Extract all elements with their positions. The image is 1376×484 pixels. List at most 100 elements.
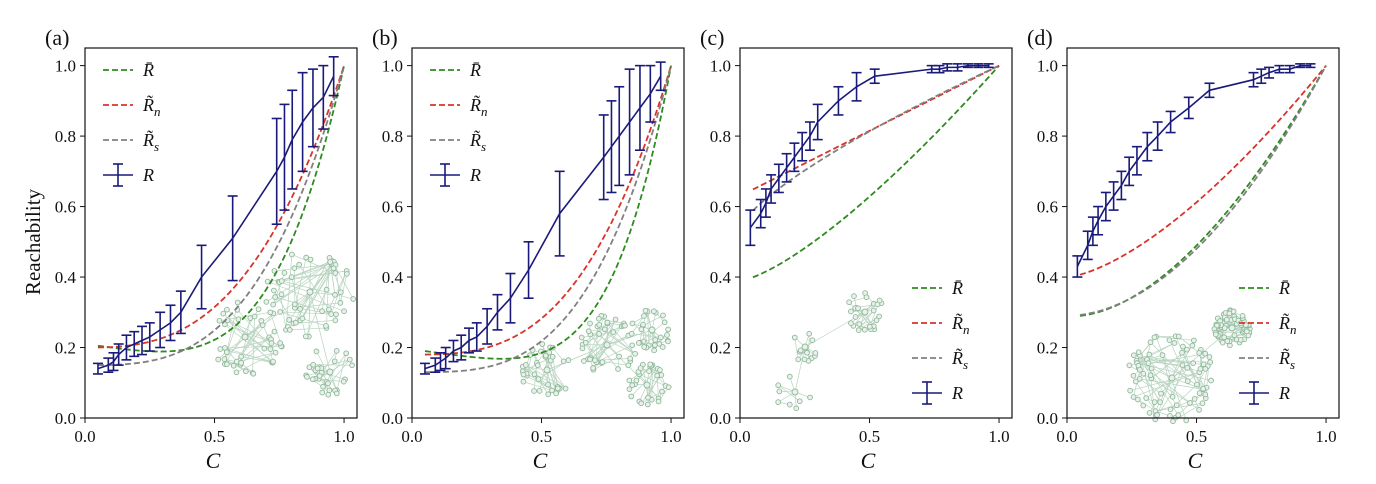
network-node <box>1184 378 1191 384</box>
network-node <box>297 306 303 312</box>
network-node <box>628 330 635 337</box>
network-node <box>801 356 808 363</box>
network-node <box>861 326 868 333</box>
legend-label: R̃n <box>142 95 161 119</box>
errorbar <box>554 170 565 257</box>
y-tick-label: 0.6 <box>382 198 403 217</box>
errorbar <box>851 71 862 102</box>
legend-label: R̃s <box>1278 348 1295 372</box>
errorbar <box>766 174 777 204</box>
network-node <box>582 339 589 346</box>
network-node <box>1243 328 1250 335</box>
legend-label: R <box>1278 383 1290 403</box>
network-node <box>615 366 621 372</box>
errorbar <box>1284 64 1295 74</box>
network-node <box>560 358 567 365</box>
network-edge <box>631 333 661 338</box>
network-edge <box>336 353 347 391</box>
network-node <box>235 316 242 323</box>
network-edge <box>224 347 273 363</box>
network-node <box>628 393 635 400</box>
x-tick-label: 0.5 <box>1186 427 1207 446</box>
network-node <box>1223 316 1230 323</box>
network-node <box>587 320 593 327</box>
network-node <box>1224 338 1231 345</box>
network-node <box>1184 365 1191 371</box>
network-node <box>629 342 636 349</box>
network-node <box>1199 400 1206 407</box>
network-node <box>1221 325 1228 331</box>
axes-frame <box>1066 47 1340 419</box>
panel-label: (b) <box>372 25 398 50</box>
network-node <box>791 334 798 341</box>
y-tick-label: 0.6 <box>710 198 731 217</box>
network-node <box>873 317 880 324</box>
network-node <box>809 337 816 344</box>
network-node <box>1228 324 1236 332</box>
curve-size-approx <box>424 65 672 374</box>
network-node <box>637 365 644 371</box>
y-tick-label: 0.0 <box>382 409 403 428</box>
errorbar <box>136 325 147 356</box>
network-node <box>629 382 636 388</box>
errorbar <box>760 188 771 218</box>
network-node <box>272 294 278 300</box>
network-node <box>852 314 859 320</box>
network-edge <box>642 315 664 327</box>
network-node <box>1140 370 1147 377</box>
network-node <box>302 333 309 340</box>
x-tick-label: 1.0 <box>333 427 354 446</box>
network-node <box>1136 376 1143 382</box>
network-node <box>531 388 537 394</box>
network-node <box>1157 399 1163 405</box>
network-node <box>633 377 640 384</box>
y-tick-label: 0.2 <box>710 339 731 358</box>
network-edge <box>328 270 348 310</box>
legend-size-approx: R̃s <box>430 130 486 154</box>
network-node <box>801 343 809 351</box>
network-node <box>267 346 274 352</box>
errorbar <box>755 198 766 229</box>
x-axis-label: C <box>861 448 876 473</box>
y-tick-label: 0.2 <box>382 339 403 358</box>
network-node <box>1167 406 1174 413</box>
network-node <box>326 306 332 313</box>
network-node <box>846 299 852 306</box>
network-node <box>292 319 299 326</box>
network-node <box>543 366 551 374</box>
network-node <box>855 305 861 312</box>
network-node <box>1239 313 1246 319</box>
network-node <box>1146 351 1153 358</box>
network-node <box>221 356 228 362</box>
inset-network <box>1126 307 1253 425</box>
network-node <box>332 317 339 324</box>
errorbar <box>492 293 503 331</box>
legend-label: R̄ <box>469 60 481 80</box>
network-nodes <box>775 290 885 412</box>
errorbar <box>1264 66 1275 79</box>
network-node <box>1202 366 1209 372</box>
network-node <box>791 388 799 396</box>
errorbar <box>1100 191 1111 222</box>
network-node <box>553 390 559 397</box>
network-node <box>1191 337 1197 344</box>
network-node <box>224 306 230 313</box>
y-tick-label: 0.2 <box>1037 339 1058 358</box>
network-node <box>1219 339 1226 346</box>
errorbar <box>812 103 823 141</box>
network-edge <box>1139 355 1157 416</box>
curve-node-approx <box>424 65 672 356</box>
network-node <box>603 341 611 349</box>
errorbar <box>227 195 238 282</box>
network-node <box>665 326 671 333</box>
network-node <box>647 361 654 368</box>
network-node <box>648 326 656 334</box>
errorbar <box>606 100 617 194</box>
errorbar <box>781 152 792 183</box>
network-node <box>1130 394 1137 400</box>
network-node <box>555 385 561 392</box>
network-node <box>863 294 870 301</box>
network-node <box>349 362 355 369</box>
network-node <box>258 318 265 324</box>
y-tick-label: 0.4 <box>710 268 732 287</box>
